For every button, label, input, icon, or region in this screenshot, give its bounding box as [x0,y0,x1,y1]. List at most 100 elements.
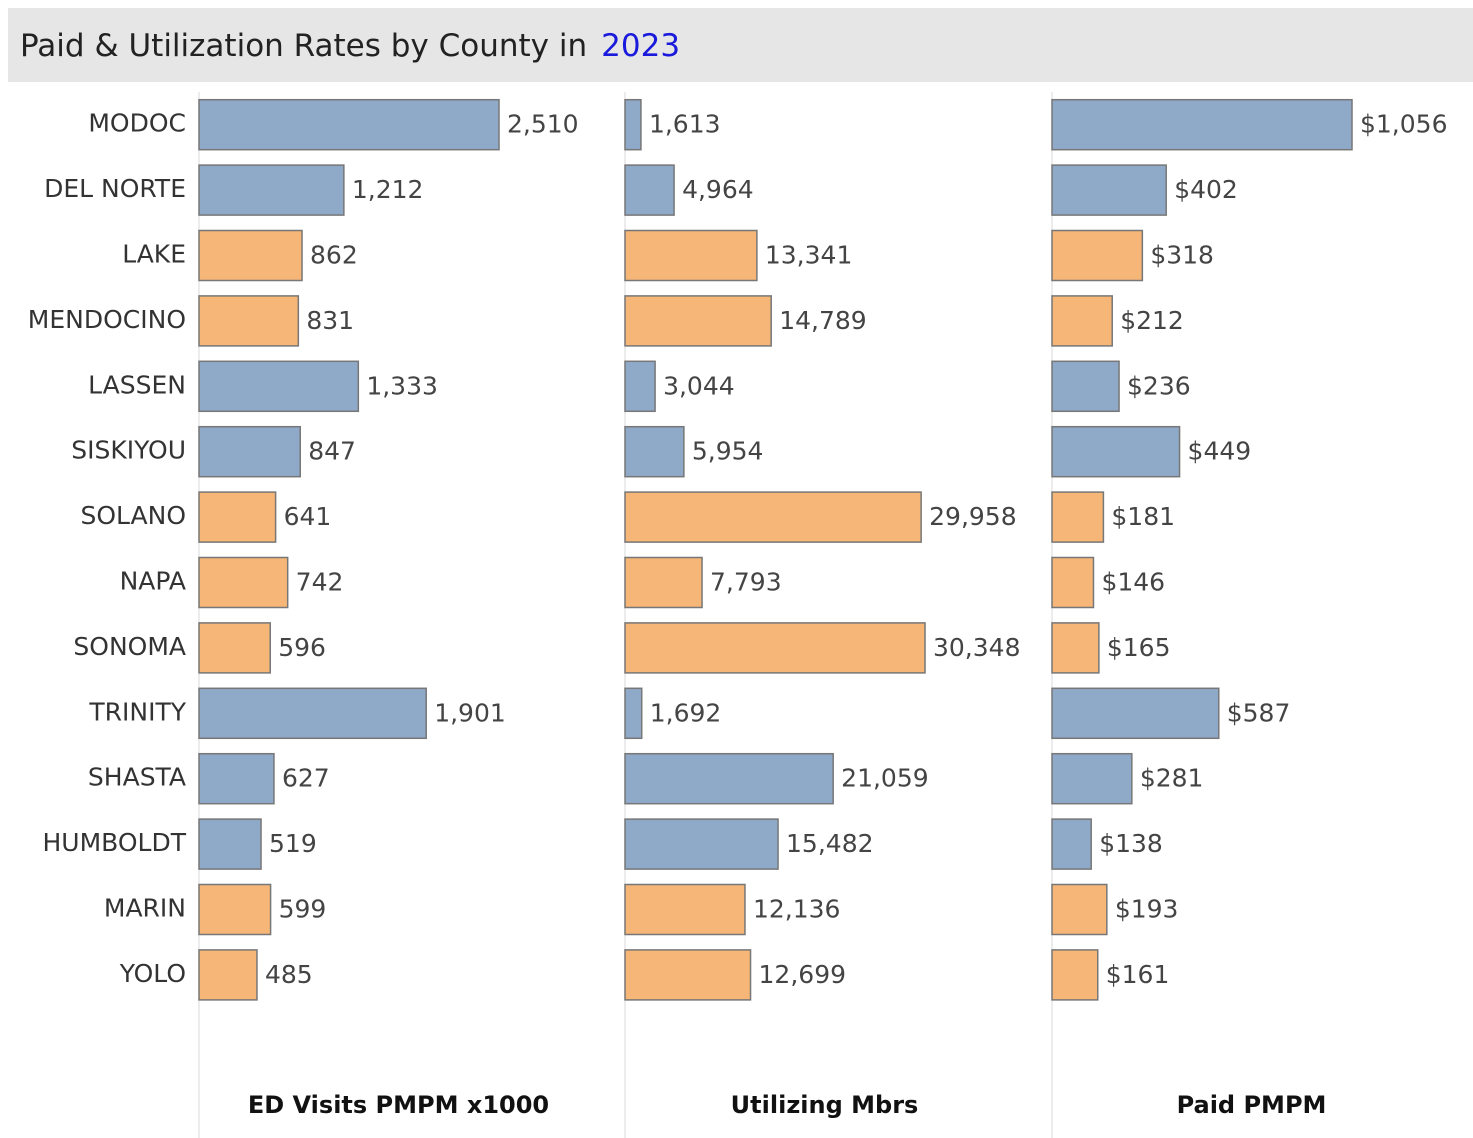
bar [198,360,360,413]
value-label: 1,333 [366,371,438,400]
value-label: 12,699 [759,960,846,989]
value-label: $236 [1127,371,1191,400]
header-band [8,8,1473,82]
value-label: $318 [1150,241,1214,270]
value-label: 1,212 [352,175,424,204]
bar [1051,818,1092,870]
value-label: $181 [1111,502,1175,531]
bar [624,491,922,543]
bar [1051,622,1100,674]
value-label: 627 [282,764,330,793]
category-label: SHASTA [88,763,186,792]
value-label: $193 [1115,895,1179,924]
value-label: 641 [284,502,332,531]
category-label: SISKIYOU [71,436,186,465]
bar [624,425,685,478]
bar [624,556,703,609]
value-label: 29,958 [929,502,1016,531]
value-label: $402 [1174,175,1238,204]
value-label: 847 [308,437,356,466]
bar [1051,295,1113,347]
value-label: 519 [269,829,317,858]
bar [1051,360,1120,413]
value-label: 485 [265,960,313,989]
value-label: 14,789 [779,306,866,335]
category-label: YOLO [119,959,186,988]
bar [1051,556,1095,609]
bar [1051,164,1167,216]
category-label: MARIN [104,894,186,923]
bar [198,164,345,216]
chart-title: Paid & Utilization Rates by County in 202… [20,28,680,64]
bar [198,425,301,478]
value-label: 5,954 [692,437,764,466]
bar [198,622,271,674]
value-label: 742 [296,568,344,597]
value-label: 3,044 [663,371,735,400]
bar [624,687,643,740]
bar [624,98,642,151]
value-label: 7,793 [710,568,782,597]
value-label: 2,510 [507,110,579,139]
bar [624,229,758,282]
category-label: NAPA [120,567,186,596]
bar [198,687,427,740]
axis-title: Utilizing Mbrs [731,1091,919,1119]
value-label: 1,901 [434,698,506,727]
value-label: 596 [278,633,326,662]
value-label: 862 [310,241,358,270]
bar [624,818,779,870]
bar [1051,752,1133,805]
axis-title: ED Visits PMPM x1000 [248,1091,549,1119]
bar [198,752,275,805]
bar [624,295,772,347]
value-label: 599 [279,895,327,924]
bar [1051,425,1181,478]
bar [198,229,303,282]
value-label: $281 [1140,764,1204,793]
value-label: 831 [306,306,354,335]
value-label: $212 [1120,306,1184,335]
value-label: 1,692 [650,698,722,727]
category-label: SONOMA [73,632,186,661]
bar [624,883,746,936]
bar [1051,491,1105,543]
value-label: $161 [1106,960,1170,989]
axis-title: Paid PMPM [1177,1091,1327,1119]
value-label: $146 [1101,568,1165,597]
bar [1051,98,1353,151]
category-label: SOLANO [80,501,186,530]
bar [198,556,289,609]
value-label: 1,613 [649,110,721,139]
bar [198,818,262,870]
value-label: 12,136 [753,895,840,924]
bar [1051,229,1144,282]
value-label: 15,482 [786,829,873,858]
title-year: 2023 [601,28,680,64]
bar [624,949,752,1001]
category-label: LASSEN [88,370,186,399]
category-label: MODOC [88,109,186,138]
value-label: $449 [1188,437,1252,466]
bar [624,164,675,216]
value-label: $587 [1227,698,1291,727]
value-label: 21,059 [841,764,928,793]
value-label: $138 [1099,829,1163,858]
bar [1051,687,1220,740]
value-label: $165 [1107,633,1171,662]
category-label: LAKE [122,240,186,269]
bar [198,949,258,1001]
value-label: 4,964 [682,175,754,204]
value-label: 30,348 [933,633,1020,662]
bar [198,295,300,347]
category-label: TRINITY [88,697,186,726]
category-label: HUMBOLDT [42,828,186,857]
bar [198,98,500,151]
bar [198,883,272,936]
value-label: $1,056 [1360,110,1447,139]
bar [624,752,834,805]
bar [1051,883,1108,936]
value-label: 13,341 [765,241,852,270]
bar [198,491,277,543]
